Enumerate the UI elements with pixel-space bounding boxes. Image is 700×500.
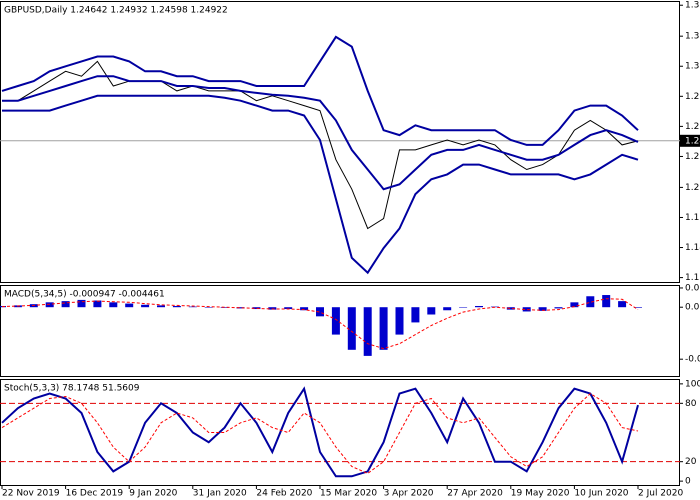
histogram-bar [77, 299, 86, 308]
histogram-bar [141, 304, 150, 308]
series-line [2, 75, 639, 191]
y-tick-label: 1.38720 [685, 1, 700, 11]
last-price-box [680, 134, 700, 147]
histogram-bar [157, 305, 165, 308]
series-line [1, 35, 639, 146]
y-tick-label: 80 [685, 399, 697, 409]
panel-title: Stoch(5,3,3) 78.1748 51.5609 [4, 384, 140, 394]
y-tick-label: 1.11000 [685, 273, 700, 283]
histogram-bar [506, 307, 515, 310]
x-tick-label: 9 Jan 2020 [129, 489, 177, 499]
series-line [1, 386, 639, 478]
histogram-bar [236, 307, 245, 309]
y-tick-label: 1.29450 [685, 92, 700, 102]
x-tick-label: 16 Dec 2019 [66, 489, 124, 499]
histogram-bar [459, 307, 468, 308]
histogram-bar [188, 306, 197, 308]
x-tick-label: 22 Nov 2019 [2, 489, 60, 499]
histogram-bar [331, 307, 340, 335]
histogram-bar [61, 301, 70, 308]
series-line [1, 298, 639, 350]
panel-frame [0, 285, 680, 377]
histogram-bar [347, 307, 356, 350]
y-tick-label: -0.085428 [685, 355, 700, 365]
histogram-bar [125, 303, 134, 308]
histogram-bar [570, 302, 579, 308]
histogram-bar [172, 305, 181, 308]
x-tick-label: 2 Jul 2020 [638, 489, 683, 499]
y-tick-label: 0.031631 [685, 283, 700, 293]
y-tick-label: 1.35570 [685, 32, 700, 42]
panel-title: MACD(5,34,5) -0.000947 -0.004461 [4, 290, 165, 300]
y-tick-label: 0 [685, 477, 691, 487]
histogram-bar [93, 300, 102, 308]
x-tick-label: 24 Feb 2020 [256, 489, 312, 499]
series-line [1, 392, 639, 474]
series-line [2, 94, 639, 275]
x-tick-label: 3 Apr 2020 [384, 489, 434, 499]
histogram-bar [45, 302, 54, 308]
histogram-bar [602, 295, 611, 308]
histogram-bar [395, 307, 404, 335]
histogram-bar [618, 301, 627, 308]
y-tick-label: 1.32510 [685, 62, 700, 72]
y-tick-label: 1.17120 [685, 213, 700, 223]
series-line [2, 60, 639, 230]
last-price-label: 1.24922 [685, 136, 700, 146]
histogram-bar [300, 307, 309, 311]
x-tick-label: 31 Jan 2020 [193, 489, 247, 499]
histogram-bar [634, 307, 642, 308]
histogram-bar [284, 307, 293, 310]
y-tick-label: 1.14060 [685, 243, 700, 253]
panel-title: GBPUSD,Daily 1.24642 1.24932 1.24598 1.2… [4, 6, 228, 16]
x-tick-label: 15 Mar 2020 [320, 489, 377, 499]
y-tick-label: 20 [685, 457, 697, 467]
histogram-bar [204, 307, 213, 308]
histogram-bar [427, 307, 436, 315]
histogram-bar [475, 305, 483, 308]
y-tick-label: 100 [685, 379, 700, 389]
y-tick-label: 1.23330 [685, 152, 700, 162]
histogram-bar [379, 307, 388, 350]
histogram-bar [538, 307, 547, 311]
histogram-bar [522, 307, 531, 312]
x-tick-label: 19 May 2020 [511, 489, 570, 499]
histogram-bar [252, 307, 261, 310]
histogram-bar [411, 307, 420, 323]
histogram-bar [316, 307, 324, 317]
x-tick-label: 27 Apr 2020 [447, 489, 503, 499]
panel-frame [0, 379, 680, 486]
histogram-bar [586, 296, 595, 308]
histogram-bar [363, 307, 372, 356]
x-tick-label: 10 Jun 2020 [574, 489, 628, 499]
panel-frame [0, 1, 680, 283]
y-tick-label: 1.20180 [685, 183, 700, 193]
histogram-bar [554, 307, 563, 309]
histogram-bar [443, 307, 452, 311]
histogram-bar [268, 307, 277, 310]
y-tick-label: 1.26390 [685, 122, 700, 132]
y-tick-label: 0.00 [685, 303, 700, 313]
histogram-bar [109, 302, 118, 308]
